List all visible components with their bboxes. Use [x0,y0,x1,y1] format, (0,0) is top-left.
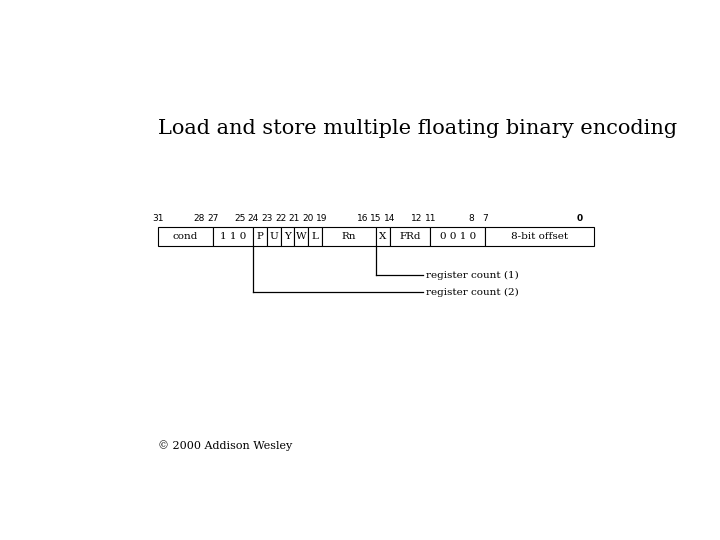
Bar [281,226,294,246]
Text: 1 1 0: 1 1 0 [220,232,246,241]
Text: W: W [296,232,307,241]
Bar [267,226,281,246]
Text: 11: 11 [425,214,436,224]
Text: register count (1): register count (1) [426,271,518,280]
Text: L: L [311,232,318,241]
Text: 19: 19 [316,214,328,224]
Text: Rn: Rn [341,232,356,241]
Text: 31: 31 [153,214,164,224]
Text: FRd: FRd [400,232,420,241]
Bar [253,226,267,246]
Bar [376,226,390,246]
Text: Load and store multiple floating binary encoding: Load and store multiple floating binary … [158,119,678,138]
Text: 0 0 1 0: 0 0 1 0 [439,232,476,241]
Text: Y: Y [284,232,291,241]
Text: 28: 28 [194,214,204,224]
Text: 15: 15 [370,214,382,224]
Text: 25: 25 [234,214,246,224]
Text: 27: 27 [207,214,218,224]
Bar [431,226,485,246]
Bar [485,226,594,246]
Text: 14: 14 [384,214,395,224]
Text: 24: 24 [248,214,259,224]
Text: 16: 16 [356,214,368,224]
Bar [322,226,376,246]
Text: 21: 21 [289,214,300,224]
Bar [390,226,431,246]
Text: 23: 23 [261,214,273,224]
Text: 0: 0 [577,214,583,224]
Text: 8-bit offset: 8-bit offset [510,232,568,241]
Text: cond: cond [173,232,198,241]
Text: P: P [257,232,264,241]
Text: U: U [269,232,278,241]
Text: 22: 22 [275,214,287,224]
Text: 7: 7 [482,214,487,224]
Bar [212,226,253,246]
Text: register count (2): register count (2) [426,287,518,296]
Text: © 2000 Addison Wesley: © 2000 Addison Wesley [158,441,292,451]
Text: 20: 20 [302,214,314,224]
Bar [158,226,212,246]
Text: 8: 8 [469,214,474,224]
Text: X: X [379,232,387,241]
Bar [294,226,308,246]
Text: 12: 12 [411,214,423,224]
Bar [308,226,322,246]
